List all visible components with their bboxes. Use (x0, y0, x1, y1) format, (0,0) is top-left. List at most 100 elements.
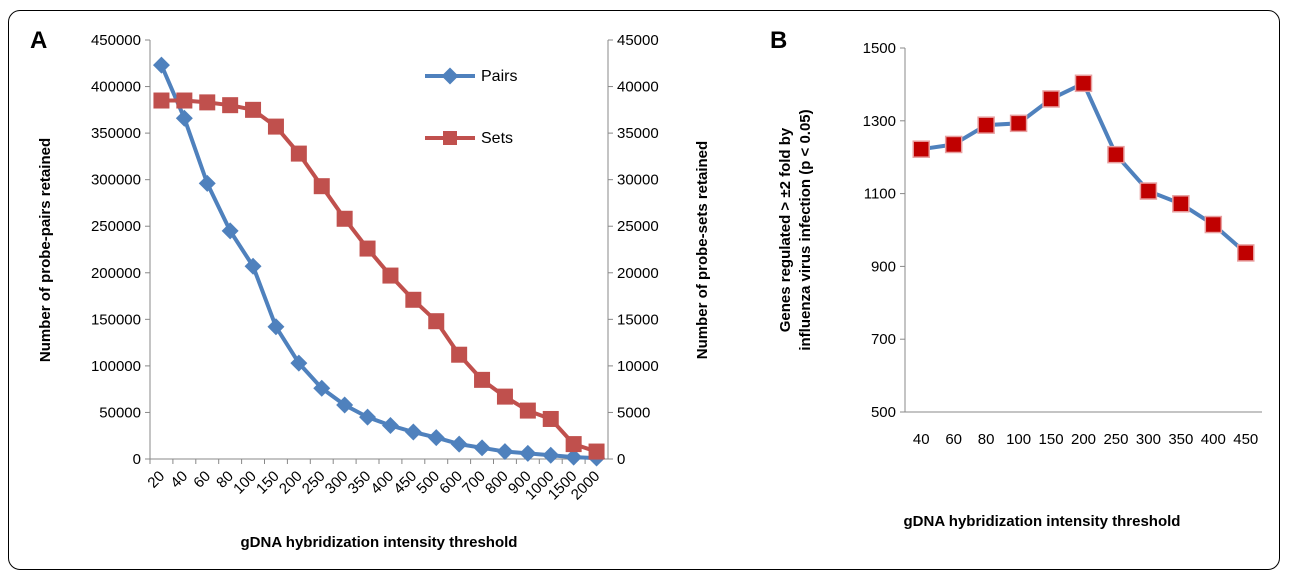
a-point-pairs (198, 174, 216, 192)
legend-sets-marker (443, 131, 457, 145)
a-point-pairs (404, 423, 422, 441)
a-point-sets (519, 402, 536, 419)
b-x-tick-label: 40 (913, 431, 930, 448)
a-y2-tick-label: 30000 (617, 172, 659, 189)
b-x-tick-label: 80 (978, 431, 995, 448)
b-x-tick-label: 250 (1103, 431, 1128, 448)
b-x-axis-title: gDNA hybridization intensity threshold (904, 513, 1181, 530)
b-y-tick-label: 1100 (864, 186, 896, 203)
a-y-tick-label: 100000 (91, 358, 141, 375)
a-y-tick-label: 50000 (99, 404, 141, 421)
a-y-tick-label: 0 (133, 451, 141, 468)
a-point-sets (428, 313, 445, 330)
a-y2-tick-label: 15000 (617, 311, 659, 328)
b-x-tick-label: 400 (1201, 431, 1226, 448)
a-y2-tick-label: 40000 (617, 79, 659, 96)
a-y2-tick-label: 5000 (617, 404, 650, 421)
a-point-sets (565, 436, 582, 453)
a-y-tick-label: 150000 (91, 311, 141, 328)
a-point-sets (359, 240, 376, 257)
b-y-tick-label: 1300 (863, 113, 896, 130)
a-y-tick-label: 200000 (91, 265, 141, 282)
b-point (1074, 74, 1093, 93)
a-point-sets (451, 346, 468, 363)
a-point-pairs (244, 257, 262, 275)
b-x-tick-label: 60 (945, 431, 962, 448)
panel-letter-a: A (30, 27, 47, 54)
a-point-sets (176, 92, 193, 109)
a-y-tick-label: 250000 (91, 218, 141, 235)
a-point-pairs (473, 439, 491, 457)
b-point (944, 135, 963, 154)
figure-svg: A B 050000100000150000200000250000300000… (30, 27, 1262, 550)
a-point-sets (313, 178, 330, 195)
a-point-sets (474, 371, 491, 388)
b-point (1042, 90, 1060, 108)
a-point-sets (496, 388, 513, 405)
a-x-tick-label: 60 (190, 468, 214, 492)
a-point-sets (153, 92, 170, 109)
a-y-tick-label: 300000 (91, 172, 141, 189)
a-y2-tick-label: 35000 (617, 125, 659, 142)
b-point (1172, 195, 1190, 213)
a-y-tick-label: 350000 (91, 125, 141, 142)
b-x-tick-label: 100 (1006, 431, 1031, 448)
a-point-sets (267, 118, 284, 135)
a-point-pairs (381, 416, 399, 434)
a-point-pairs (565, 448, 583, 466)
a-y2-tick-label: 20000 (617, 265, 659, 282)
a-point-sets (199, 94, 216, 111)
b-point (912, 140, 930, 158)
b-y-tick-label: 700 (871, 331, 896, 348)
b-y-tick-label: 900 (871, 258, 896, 275)
a-x-axis-title: gDNA hybridization intensity threshold (241, 534, 518, 550)
b-x-tick-label: 450 (1233, 431, 1258, 448)
a-point-pairs (267, 318, 285, 336)
a-point-sets (405, 291, 422, 308)
b-y-tick-label: 1500 (863, 40, 896, 57)
a-point-sets (382, 267, 399, 284)
a-point-pairs (221, 222, 239, 240)
b-point (977, 116, 995, 134)
legend-pairs-label: Pairs (481, 68, 517, 85)
panel-a-chart: 0500001000001500002000002500003000003500… (37, 32, 711, 550)
a-point-pairs (336, 396, 354, 414)
b-point (1139, 182, 1158, 200)
a-point-pairs (496, 443, 514, 461)
a-point-pairs (542, 446, 560, 464)
a-legend: Pairs Sets (425, 67, 517, 147)
a-point-pairs (175, 109, 193, 127)
b-series-line (920, 81, 1248, 255)
b-y-axis-title-line1: Genes regulated > ±2 fold by (777, 127, 794, 332)
b-x-tick-label: 300 (1136, 431, 1161, 448)
b-y-axis-title-line2: influenza virus infection (p < 0.05) (797, 109, 814, 350)
b-point (1009, 114, 1028, 133)
a-point-pairs (519, 444, 537, 462)
a-y2-tick-label: 10000 (617, 358, 659, 375)
a-point-pairs (290, 354, 308, 372)
a-y-tick-label: 400000 (91, 79, 141, 96)
b-y-tick-label: 500 (871, 404, 896, 421)
a-y-tick-label: 450000 (91, 32, 141, 49)
a-point-pairs (313, 379, 331, 397)
b-x-tick-label: 200 (1071, 431, 1096, 448)
b-point (1204, 215, 1223, 234)
a-point-sets (336, 210, 353, 227)
a-x-tick-label: 40 (167, 468, 191, 492)
a-point-sets (290, 145, 307, 162)
a-point-pairs (152, 56, 170, 74)
a-y2-axis-title: Number of probe-sets retained (694, 141, 711, 359)
legend-pairs-marker (441, 67, 459, 85)
a-y2-tick-label: 45000 (617, 32, 659, 49)
a-point-sets (588, 443, 605, 460)
b-point (1237, 244, 1255, 262)
a-y2-tick-label: 25000 (617, 218, 659, 235)
a-point-sets (222, 97, 239, 114)
a-y2-tick-label: 0 (617, 451, 625, 468)
a-point-sets (542, 410, 559, 427)
panel-b-chart: 500 700 900 1100 1300 1500 40 60 80 100 150 200 250… (777, 40, 1262, 530)
b-x-tick-label: 150 (1039, 431, 1064, 448)
a-x-tick-label: 20 (144, 468, 168, 492)
a-point-pairs (427, 429, 445, 447)
a-point-pairs (359, 408, 377, 426)
